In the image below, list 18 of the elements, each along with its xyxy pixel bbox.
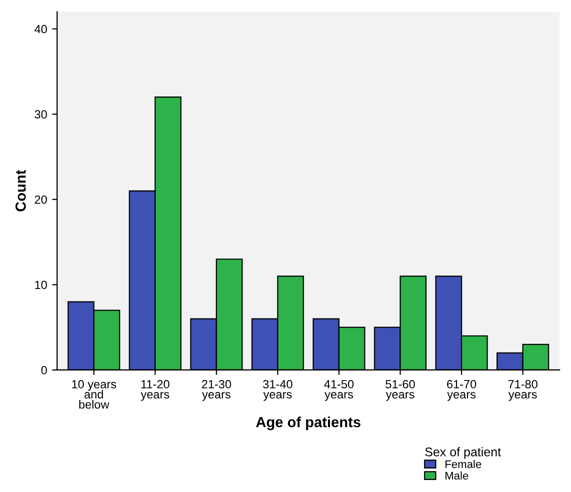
legend-title: Sex of patient [425, 447, 501, 459]
x-tick-label: 61-70 years [447, 380, 476, 401]
y-tick-label: 10 [35, 280, 47, 290]
x-tick-label: 11-20 years [140, 380, 170, 401]
x-tick-label: 71-80 years [508, 380, 538, 401]
y-tick-label: 40 [34, 24, 47, 34]
y-tick-label: 0 [41, 366, 47, 374]
x-axis-title: Age of patients [256, 416, 360, 430]
x-tick-label: 41-50 years [324, 380, 354, 401]
y-axis-title: Count [15, 170, 26, 212]
x-tick-label: 31-40 years [263, 380, 292, 401]
y-tick-label: 20 [34, 195, 47, 204]
x-tick-label: 51-60 years [386, 380, 415, 401]
y-tick-label: 30 [34, 110, 47, 119]
x-tick-label: 10 years and below [72, 380, 116, 409]
legend-label: Female [446, 460, 482, 468]
legend-label: Male [446, 471, 468, 480]
x-tick-label: 21-30 years [202, 380, 232, 401]
